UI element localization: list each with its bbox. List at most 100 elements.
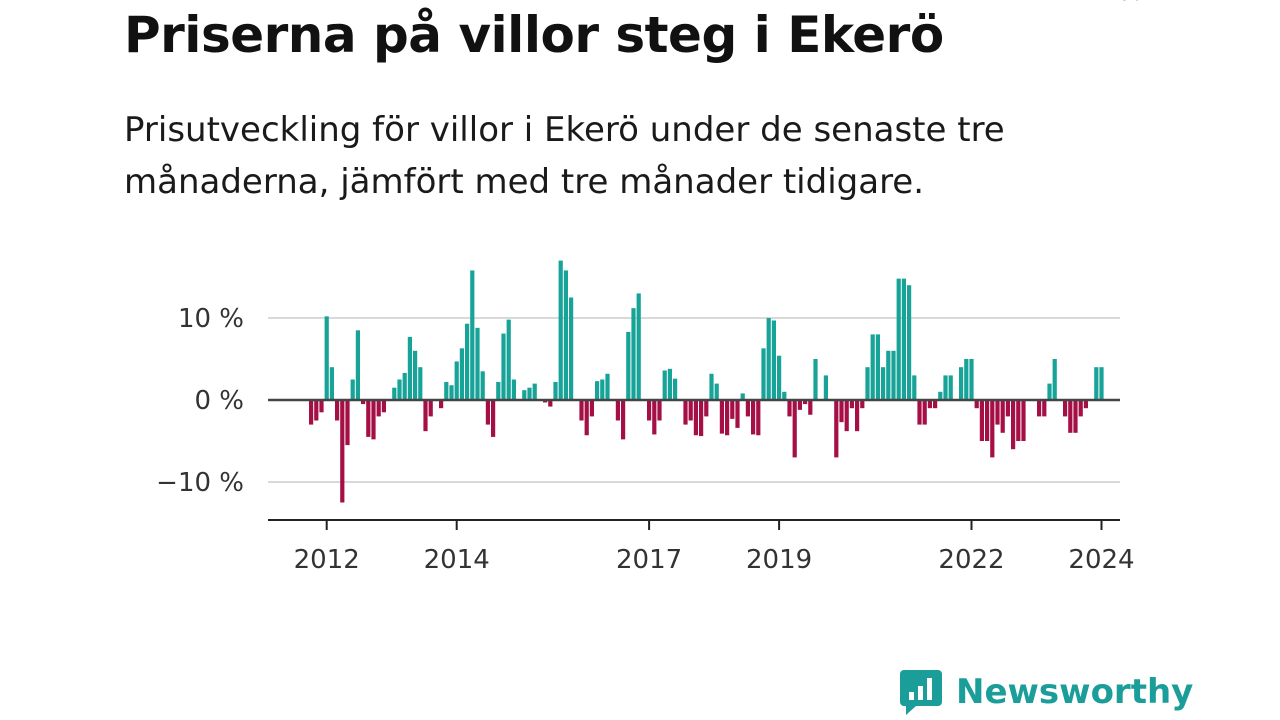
bar-positive — [896, 278, 901, 400]
bar-positive — [407, 336, 412, 400]
bar-negative — [860, 400, 865, 409]
bar-negative — [1037, 400, 1042, 417]
chart-subtitle: Prisutveckling för villor i Ekerö under … — [124, 110, 1005, 202]
bar-positive — [870, 334, 875, 400]
bar-negative — [366, 400, 371, 437]
bar-positive — [480, 371, 485, 400]
y-tick-label: −10 % — [156, 468, 244, 498]
bar-negative — [1021, 400, 1026, 441]
bar-positive — [522, 390, 527, 400]
bar-positive — [501, 333, 506, 400]
chart-title: Priserna på villor steg i Ekerö — [124, 6, 944, 64]
bar-negative — [309, 400, 314, 425]
bar-negative — [985, 400, 990, 441]
bar-negative — [730, 400, 735, 419]
bar-positive — [959, 367, 964, 400]
bar-negative — [491, 400, 496, 437]
bar-negative — [1078, 400, 1083, 417]
bar-positive — [714, 383, 719, 400]
bar-positive — [449, 385, 454, 400]
bar-negative — [922, 400, 927, 425]
bar-positive — [558, 260, 563, 400]
bar-positive — [1099, 367, 1104, 400]
bar-negative — [314, 400, 319, 421]
bar-negative — [808, 400, 813, 415]
bar-positive — [912, 375, 917, 400]
bar-negative — [797, 400, 802, 410]
bar-negative — [844, 400, 849, 432]
bar-positive — [402, 372, 407, 400]
bar-positive — [886, 350, 891, 400]
bars — [309, 260, 1104, 503]
bar-positive — [605, 373, 610, 400]
bar-positive — [569, 297, 574, 400]
bar-positive — [662, 370, 667, 400]
bar-negative — [719, 400, 724, 434]
bar-positive — [740, 393, 745, 400]
bar-negative — [933, 400, 938, 409]
bar-negative — [340, 400, 345, 503]
bar-positive — [470, 270, 475, 400]
bar-positive — [907, 285, 912, 400]
bar-chart: −10 % 0 % 10 % 2012 2014 2017 2019 2022 2024 4 % — [156, 0, 1143, 575]
bar-positive — [771, 320, 776, 400]
bar-positive — [496, 381, 501, 400]
bar-negative — [579, 400, 584, 421]
x-tick-label: 2024 — [1068, 545, 1134, 575]
bar-positive — [964, 359, 969, 400]
bar-positive — [777, 355, 782, 400]
bar-positive — [875, 334, 880, 400]
bar-positive — [1094, 367, 1099, 400]
bar-positive — [392, 387, 397, 400]
bar-negative — [834, 400, 839, 458]
bar-negative — [335, 400, 340, 421]
bar-positive — [667, 368, 672, 400]
bar-positive — [527, 387, 532, 400]
bar-negative — [735, 400, 740, 428]
bar-positive — [891, 350, 896, 400]
x-tick-label: 2012 — [294, 545, 360, 575]
bar-negative — [927, 400, 932, 409]
bar-positive — [881, 367, 886, 400]
bar-negative — [792, 400, 797, 458]
bar-negative — [548, 400, 553, 407]
bar-negative — [990, 400, 995, 458]
bar-positive — [1052, 359, 1057, 400]
bar-positive — [350, 379, 355, 400]
newsworthy-logo: Newsworthy — [900, 668, 1193, 716]
gridlines — [268, 317, 1120, 483]
x-tick-label: 2022 — [938, 545, 1004, 575]
bar-positive — [444, 381, 449, 400]
bar-negative — [745, 400, 750, 417]
y-tick-label: 0 % — [194, 386, 244, 416]
bar-positive — [766, 318, 771, 400]
bar-positive — [511, 379, 516, 400]
bar-negative — [917, 400, 922, 425]
bar-negative — [621, 400, 626, 440]
bar-negative — [345, 400, 350, 446]
bar-negative — [855, 400, 860, 432]
bar-positive — [865, 367, 870, 400]
bar-negative — [787, 400, 792, 417]
bar-negative — [589, 400, 594, 417]
bar-negative — [974, 400, 979, 409]
bar-positive — [475, 327, 480, 400]
bar-negative — [725, 400, 730, 436]
bar-negative — [839, 400, 844, 423]
bar-negative — [1083, 400, 1088, 409]
bar-negative — [699, 400, 704, 437]
bar-positive — [553, 381, 558, 400]
bar-positive — [413, 350, 418, 400]
newsworthy-logo-icon — [900, 670, 942, 715]
bar-positive — [454, 361, 459, 400]
bar-positive — [901, 278, 906, 400]
x-tick-label: 2019 — [746, 545, 812, 575]
tick-labels: −10 % 0 % 10 % 2012 2014 2017 2019 2022 2024 4 % — [156, 0, 1143, 575]
bar-positive — [636, 293, 641, 400]
bar-negative — [376, 400, 381, 417]
x-tick-label: 2014 — [424, 545, 490, 575]
bar-negative — [1005, 400, 1010, 417]
brand-name: Newsworthy — [956, 672, 1194, 712]
bar-positive — [600, 379, 605, 400]
bar-positive — [418, 367, 423, 400]
